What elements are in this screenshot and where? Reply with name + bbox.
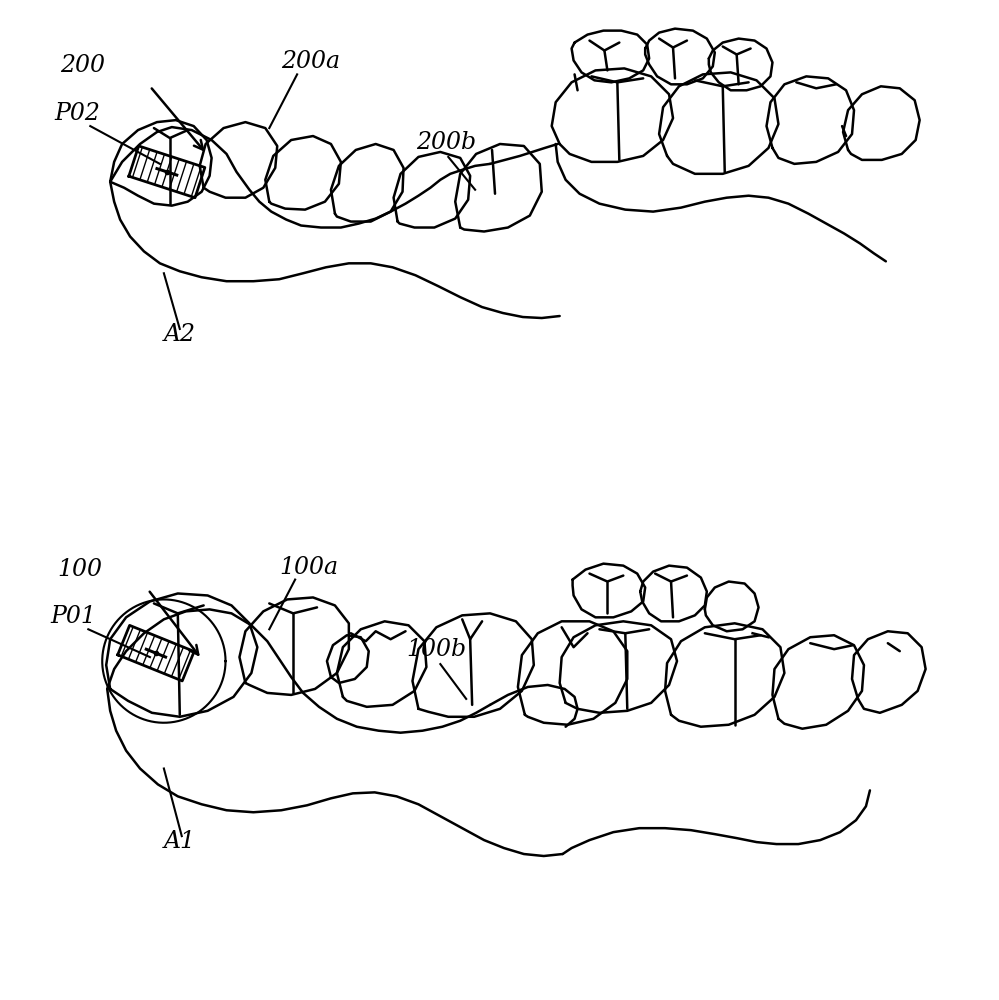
Text: P01: P01 <box>51 605 96 628</box>
Text: P02: P02 <box>55 102 100 125</box>
Text: A1: A1 <box>164 830 196 853</box>
Text: 100a: 100a <box>280 556 339 579</box>
Text: 200b: 200b <box>417 131 477 154</box>
Text: 100b: 100b <box>407 638 467 661</box>
Text: 200: 200 <box>61 54 106 77</box>
Text: 100: 100 <box>58 558 103 581</box>
Text: A2: A2 <box>164 323 196 346</box>
Text: 200a: 200a <box>282 50 341 73</box>
